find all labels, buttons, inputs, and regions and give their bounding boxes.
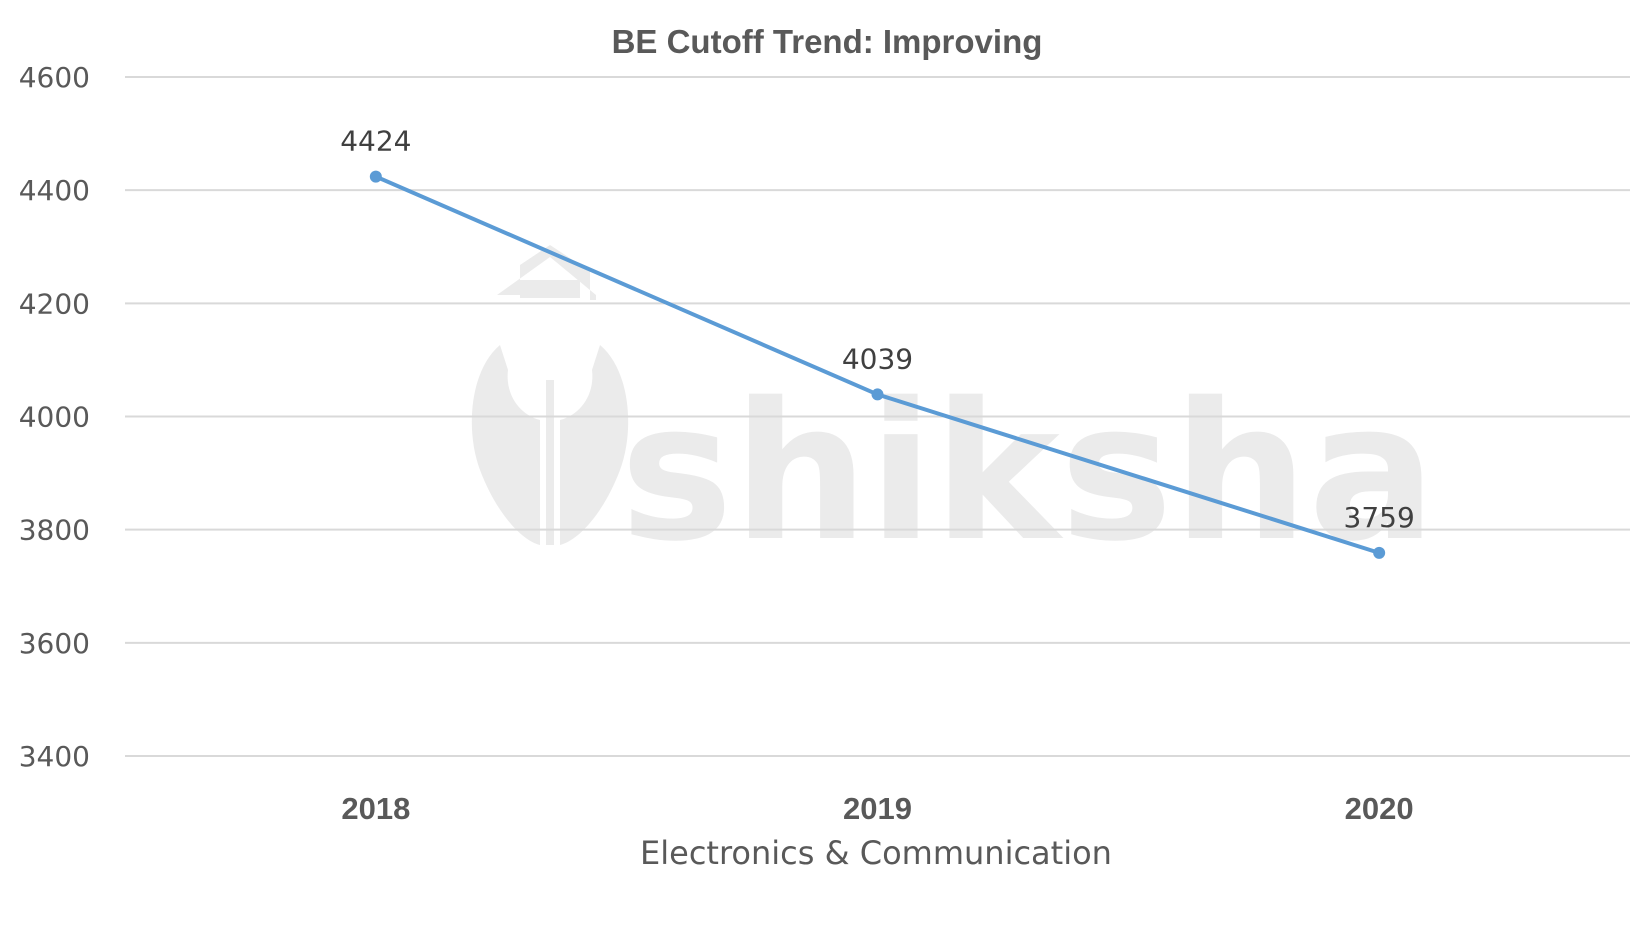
y-tick-label: 4000 (19, 401, 90, 434)
y-tick-label: 3400 (19, 740, 90, 773)
data-label: 4424 (340, 125, 411, 158)
watermark-text: shiksha (620, 362, 1436, 583)
watermark: shiksha (471, 245, 1436, 583)
data-point-marker (369, 170, 382, 183)
data-point-marker (1373, 546, 1386, 559)
y-tick-label: 4400 (19, 174, 90, 207)
x-axis-title: Electronics & Communication (640, 834, 1112, 872)
shiksha-logo-icon (471, 245, 629, 545)
series-electronics-communication: 4424 4039 3759 (340, 125, 1415, 559)
x-tick-label: 2020 (1345, 791, 1414, 826)
data-label: 4039 (842, 342, 913, 375)
y-tick-label: 4200 (19, 287, 90, 320)
data-point-marker (871, 388, 884, 401)
data-label: 3759 (1344, 501, 1415, 534)
x-tick-label: 2018 (341, 791, 410, 826)
y-tick-label: 3800 (19, 514, 90, 547)
y-axis: 4600 4400 4200 4000 3800 3600 3400 (19, 61, 1630, 773)
y-tick-label: 3600 (19, 627, 90, 660)
x-axis: 2018 2019 2020 (341, 791, 1413, 826)
chart-title: BE Cutoff Trend: Improving (612, 23, 1043, 60)
y-tick-label: 4600 (19, 61, 90, 94)
x-tick-label: 2019 (843, 791, 912, 826)
